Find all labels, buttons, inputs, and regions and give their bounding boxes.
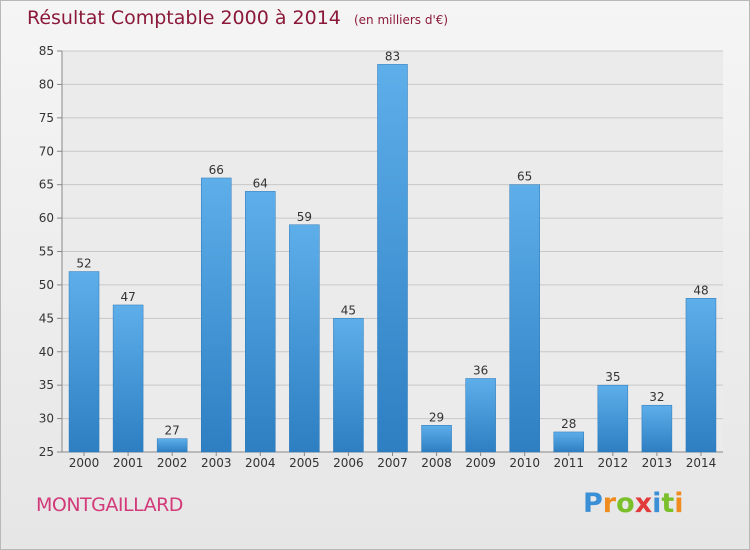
data-label: 45 xyxy=(341,303,356,317)
bar xyxy=(421,425,452,453)
x-tick-label: 2004 xyxy=(245,456,276,470)
data-label: 64 xyxy=(253,176,268,190)
x-tick-label: 2011 xyxy=(553,456,584,470)
data-label: 32 xyxy=(649,390,664,404)
logo-letter: o xyxy=(616,488,635,519)
y-tick-label: 55 xyxy=(39,245,54,259)
y-tick-label: 60 xyxy=(39,211,54,225)
x-tick-label: 2008 xyxy=(421,456,452,470)
logo-letter: P xyxy=(583,488,603,519)
y-tick-label: 65 xyxy=(39,178,54,192)
data-label: 27 xyxy=(165,424,180,438)
x-tick-label: 2003 xyxy=(201,456,232,470)
bar xyxy=(553,431,585,453)
proxiti-logo: Proxiti xyxy=(583,488,684,519)
data-label: 35 xyxy=(605,370,620,384)
x-tick-label: 2000 xyxy=(69,456,100,470)
logo-letter: i xyxy=(652,488,662,519)
data-label: 29 xyxy=(429,410,444,424)
y-tick-label: 50 xyxy=(39,278,54,292)
y-tick-label: 25 xyxy=(39,445,54,459)
bar xyxy=(289,224,320,453)
bar xyxy=(597,384,629,453)
bar xyxy=(465,378,496,453)
data-label: 65 xyxy=(517,170,532,184)
y-tick-label: 35 xyxy=(39,378,54,392)
y-tick-label: 30 xyxy=(39,412,54,426)
chart-title: Résultat Comptable 2000 à 2014 xyxy=(27,7,341,29)
logo-letter: i xyxy=(674,488,684,519)
data-label: 48 xyxy=(693,283,708,297)
bar xyxy=(156,438,188,453)
chart-title-row: Résultat Comptable 2000 à 2014 (en milli… xyxy=(27,7,448,29)
data-label: 52 xyxy=(76,257,91,271)
location-name: MONTGAILLARD xyxy=(36,494,183,516)
data-label: 59 xyxy=(297,210,312,224)
y-tick-label: 45 xyxy=(39,311,54,325)
bar xyxy=(68,271,100,453)
data-label: 28 xyxy=(561,417,576,431)
data-label: 66 xyxy=(209,163,224,177)
x-tick-label: 2009 xyxy=(465,456,496,470)
bar xyxy=(685,298,717,453)
bar xyxy=(509,184,540,453)
x-tick-label: 2005 xyxy=(289,456,320,470)
x-tick-label: 2012 xyxy=(598,456,629,470)
x-tick-label: 2014 xyxy=(686,456,717,470)
bar xyxy=(333,318,364,453)
x-tick-label: 2002 xyxy=(157,456,188,470)
logo-letter: t xyxy=(661,488,675,519)
bar xyxy=(200,177,232,453)
bar xyxy=(377,64,408,453)
y-tick-label: 80 xyxy=(39,77,54,91)
y-tick-label: 75 xyxy=(39,111,54,125)
x-tick-label: 2007 xyxy=(377,456,408,470)
data-label: 83 xyxy=(385,49,400,63)
logo-letter: r xyxy=(602,488,617,519)
x-tick-label: 2013 xyxy=(642,456,673,470)
logo-letter: x xyxy=(634,488,653,519)
x-tick-label: 2006 xyxy=(333,456,364,470)
y-tick-label: 40 xyxy=(39,345,54,359)
bar xyxy=(641,404,673,453)
bar xyxy=(112,304,144,453)
y-tick-label: 85 xyxy=(39,44,54,58)
data-label: 36 xyxy=(473,363,488,377)
y-tick-label: 70 xyxy=(39,144,54,158)
chart-unit-note: (en milliers d'€) xyxy=(353,13,449,27)
x-tick-label: 2001 xyxy=(113,456,144,470)
bar xyxy=(245,191,276,453)
data-label: 47 xyxy=(120,290,135,304)
x-tick-label: 2010 xyxy=(509,456,540,470)
